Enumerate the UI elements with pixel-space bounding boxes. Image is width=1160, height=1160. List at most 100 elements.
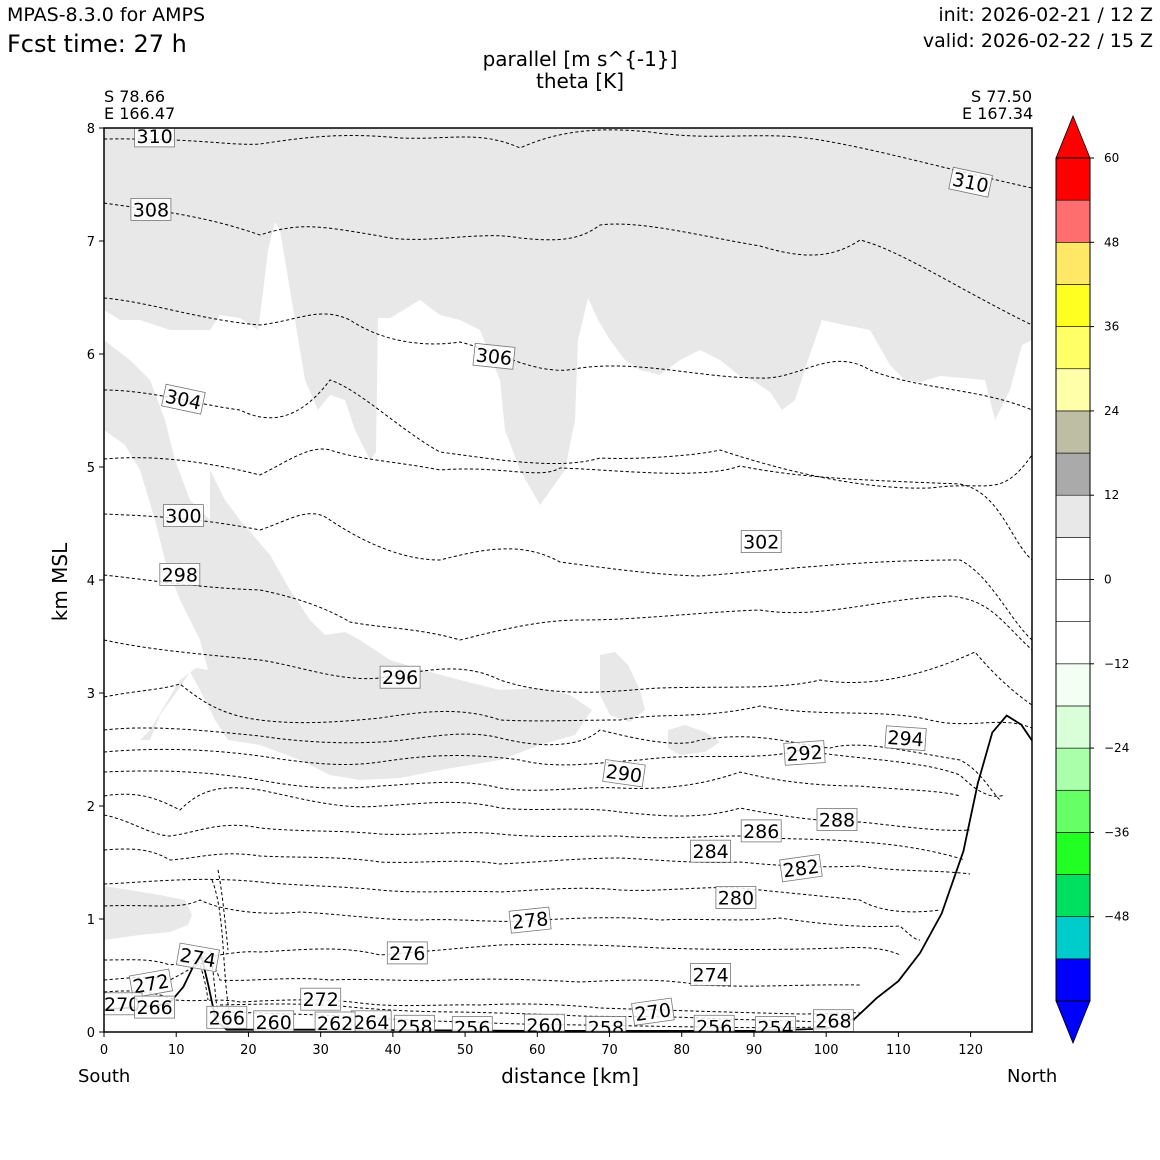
theta-contour-label-text: 270 (634, 999, 673, 1026)
theta-contour-label-text: 276 (389, 943, 425, 965)
theta-contour-line (104, 574, 1032, 651)
theta-contour-label: 276 (386, 941, 428, 965)
x-tick-label: 100 (814, 1043, 839, 1058)
theta-contour-line (217, 869, 229, 951)
theta-contour-label-text: 254 (757, 1018, 793, 1040)
colorbar-tick-label: −12 (1104, 657, 1129, 671)
y-tick-label: 2 (87, 800, 95, 815)
colorbar-tick-label: 12 (1104, 488, 1119, 502)
end-lon: E 167.34 (962, 104, 1034, 123)
theta-contour-label-text: 280 (718, 888, 754, 910)
theta-contour-label: 256 (693, 1014, 735, 1032)
theta-contour-label-text: 290 (604, 761, 643, 788)
colorbar-tick-label: 0 (1104, 573, 1112, 587)
colorbar-bin (1055, 284, 1091, 327)
x-tick-label: 40 (385, 1043, 402, 1058)
theta-contour-label: 264 (350, 1010, 392, 1032)
theta-contour-label-text: 256 (454, 1018, 490, 1040)
theta-contour-label-text: 302 (743, 532, 779, 554)
theta-contour-label: 278 (508, 906, 552, 934)
valid-time: valid: 2026-02-22 / 15 Z (922, 30, 1153, 52)
y-tick-label: 8 (87, 122, 95, 137)
theta-contour-label: 298 (159, 563, 201, 586)
theta-contour-line (104, 727, 1001, 801)
start-point-label: S 78.66 E 166.47 (104, 88, 175, 122)
south-label: South (78, 1066, 131, 1087)
theta-contour-label-text: 288 (819, 810, 855, 832)
theta-contour-label-text: 284 (692, 841, 728, 863)
plot-area: 3103103083063043023002982962942922902882… (104, 128, 1032, 1040)
theta-contour-label-text: 258 (396, 1016, 432, 1038)
theta-contour-label: 274 (690, 963, 731, 986)
theta-contour-label: 284 (690, 839, 731, 863)
colorbar-bin (1055, 242, 1091, 285)
colorbar-tick-label: 36 (1104, 320, 1119, 334)
theta-contour-label: 266 (134, 995, 176, 1019)
colorbar-bin (1055, 789, 1091, 833)
colorbar: 60 48 36 24 12 0 −12 −24 −36 −48 (1055, 114, 1129, 1045)
colorbar-bin (1055, 452, 1091, 496)
theta-contour-line (104, 448, 1032, 561)
end-point-label: S 77.50 E 167.34 (962, 88, 1034, 123)
theta-contour-label-text: 282 (782, 856, 821, 883)
x-tick-label: 60 (529, 1043, 546, 1058)
colorbar-bin (1055, 368, 1091, 412)
theta-contour-label: 304 (161, 383, 206, 415)
theta-contour-label-text: 266 (136, 997, 172, 1019)
shading-patch-1 (600, 652, 645, 722)
colorbar-bin (1055, 157, 1091, 201)
theta-contour-label-text: 270 (104, 994, 140, 1016)
theta-contour-label: 308 (130, 197, 172, 221)
theta-contour-label-text: 268 (815, 1011, 851, 1033)
theta-contour-label-text: 306 (475, 344, 513, 370)
y-tick-label: 6 (87, 348, 95, 363)
y-tick-label: 5 (87, 461, 95, 476)
y-tick-label: 4 (87, 574, 95, 589)
theta-contour-line (104, 814, 966, 861)
theta-contour-label: 266 (206, 1005, 248, 1029)
theta-contour-label-text: 300 (165, 506, 201, 528)
colorbar-bin (1055, 537, 1091, 580)
theta-contour-label: 274 (175, 942, 220, 972)
theta-contour-label-text: 292 (786, 742, 824, 766)
x-tick-label: 50 (457, 1043, 474, 1058)
theta-contour-label: 256 (451, 1016, 493, 1040)
theta-contour-label-text: 278 (511, 908, 549, 934)
colorbar-bin (1055, 916, 1091, 960)
theta-contour-label: 254 (755, 1016, 796, 1040)
colorbar-extend-min (1055, 1000, 1091, 1045)
start-lon: E 166.47 (104, 104, 176, 123)
theta-contour-label: 258 (394, 1014, 435, 1038)
theta-contour-label: 302 (740, 530, 782, 554)
theta-contour-line (104, 770, 961, 797)
theta-contour-line (104, 990, 861, 1015)
y-tick-label: 3 (87, 687, 95, 702)
x-tick-label: 30 (312, 1043, 329, 1058)
x-tick-label: 20 (240, 1043, 257, 1058)
theta-contour-line (104, 878, 941, 913)
theta-contour-line (104, 962, 861, 987)
shading-gap (104, 310, 210, 520)
y-tick-label: 7 (87, 235, 95, 250)
theta-contour-label: 258 (585, 1016, 627, 1032)
theta-contour-label: 260 (524, 1013, 565, 1032)
north-label: North (1007, 1066, 1058, 1087)
theta-contour-label-text: 266 (209, 1007, 245, 1029)
theta-contour-line (104, 639, 1032, 706)
colorbar-bin (1055, 199, 1091, 243)
chart-title-line2: theta [K] (536, 69, 624, 93)
theta-contour-line (104, 129, 1032, 189)
topography-line (104, 714, 1032, 1032)
theta-contour-label-text: 294 (887, 727, 925, 751)
theta-contour-label: 294 (884, 725, 927, 751)
colorbar-tick-label: −24 (1104, 741, 1129, 755)
theta-contour-label: 272 (128, 968, 173, 998)
model-title: MPAS-8.3.0 for AMPS (7, 4, 206, 26)
theta-contour-label: 296 (379, 665, 421, 689)
theta-contour-label: 282 (779, 853, 823, 883)
shading-gap-lower (104, 430, 208, 740)
theta-contour-line (104, 748, 1006, 797)
colorbar-bin (1055, 832, 1091, 875)
theta-contour-line (104, 297, 1032, 411)
